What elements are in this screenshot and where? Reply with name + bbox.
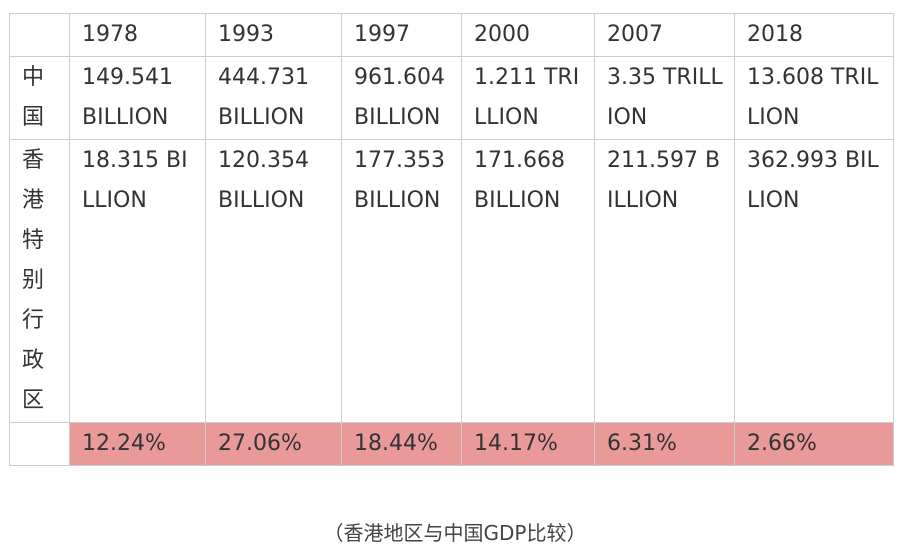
year-header-cell: 1978 xyxy=(69,13,206,57)
year-header-cell: 2007 xyxy=(594,13,735,57)
year-header-cell: 1993 xyxy=(205,13,342,57)
gdp-comparison-table: 1978 1993 1997 2000 2007 2018 中国 149.541… xyxy=(9,13,894,466)
gdp-value-cell: 3.35 TRILLION xyxy=(594,56,735,140)
year-header-cell: 1997 xyxy=(341,13,462,57)
gdp-value-cell: 171.668 BILLION xyxy=(461,139,595,423)
year-header-cell: 2000 xyxy=(461,13,595,57)
ratio-percent-cell: 12.24% xyxy=(69,422,206,466)
gdp-value-cell: 149.541 BILLION xyxy=(69,56,206,140)
year-header-cell: 2018 xyxy=(734,13,894,57)
header-corner-cell xyxy=(9,13,70,57)
china-gdp-row: 中国 149.541 BILLION 444.731 BILLION 961.6… xyxy=(9,56,894,140)
gdp-value-cell: 1.211 TRILLION xyxy=(461,56,595,140)
gdp-value-cell: 120.354 BILLION xyxy=(205,139,342,423)
ratio-percent-cell: 2.66% xyxy=(734,422,894,466)
ratio-row: 12.24% 27.06% 18.44% 14.17% 6.31% 2.66% xyxy=(9,422,894,466)
ratio-percent-cell: 14.17% xyxy=(461,422,595,466)
hong-kong-row-label: 香港特别行政区 xyxy=(9,139,70,423)
gdp-value-cell: 13.608 TRILLION xyxy=(734,56,894,140)
header-row: 1978 1993 1997 2000 2007 2018 xyxy=(9,13,894,57)
ratio-percent-cell: 27.06% xyxy=(205,422,342,466)
ratio-row-label xyxy=(9,422,70,466)
gdp-value-cell: 211.597 BILLION xyxy=(594,139,735,423)
gdp-value-cell: 362.993 BILLION xyxy=(734,139,894,423)
ratio-percent-cell: 18.44% xyxy=(341,422,462,466)
ratio-percent-cell: 6.31% xyxy=(594,422,735,466)
gdp-value-cell: 444.731 BILLION xyxy=(205,56,342,140)
hong-kong-gdp-row: 香港特别行政区 18.315 BILLION 120.354 BILLION 1… xyxy=(9,139,894,423)
table-caption: （香港地区与中国GDP比较） xyxy=(323,521,587,545)
gdp-value-cell: 18.315 BILLION xyxy=(69,139,206,423)
china-row-label: 中国 xyxy=(9,56,70,140)
gdp-value-cell: 177.353 BILLION xyxy=(341,139,462,423)
gdp-value-cell: 961.604 BILLION xyxy=(341,56,462,140)
